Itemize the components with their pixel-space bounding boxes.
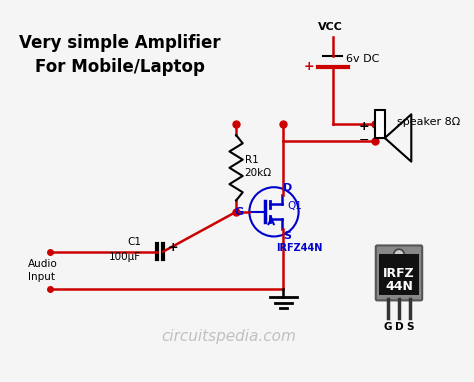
Text: 20kΩ: 20kΩ [245, 168, 272, 178]
Text: IRFZ: IRFZ [383, 267, 415, 280]
Text: G: G [383, 322, 392, 332]
Text: S: S [407, 322, 414, 332]
Text: +: + [303, 60, 314, 73]
Text: VCC: VCC [319, 22, 343, 32]
Bar [379, 254, 419, 295]
Text: 44N: 44N [385, 280, 413, 293]
Text: D: D [283, 183, 293, 193]
Text: Audio: Audio [28, 259, 57, 269]
Bar [375, 110, 385, 138]
Text: G: G [235, 207, 244, 217]
Text: R1: R1 [245, 155, 258, 165]
Text: Q1: Q1 [287, 201, 302, 211]
Text: −: − [359, 134, 370, 147]
Text: +: + [359, 120, 370, 133]
Text: circuitspedia.com: circuitspedia.com [161, 329, 296, 344]
Text: Very simple Amplifier: Very simple Amplifier [19, 34, 220, 52]
Text: +: + [168, 241, 179, 254]
Text: S: S [283, 230, 292, 241]
FancyBboxPatch shape [376, 246, 422, 300]
Text: speaker 8Ω: speaker 8Ω [397, 117, 460, 127]
Text: IRFZ44N: IRFZ44N [276, 243, 322, 253]
Text: 6v DC: 6v DC [346, 54, 379, 64]
Text: C1: C1 [128, 237, 141, 247]
Text: Input: Input [28, 272, 55, 282]
Text: D: D [395, 322, 403, 332]
Text: 100μF: 100μF [109, 252, 141, 262]
Text: For Mobile/Laptop: For Mobile/Laptop [35, 58, 205, 76]
Circle shape [394, 249, 404, 260]
